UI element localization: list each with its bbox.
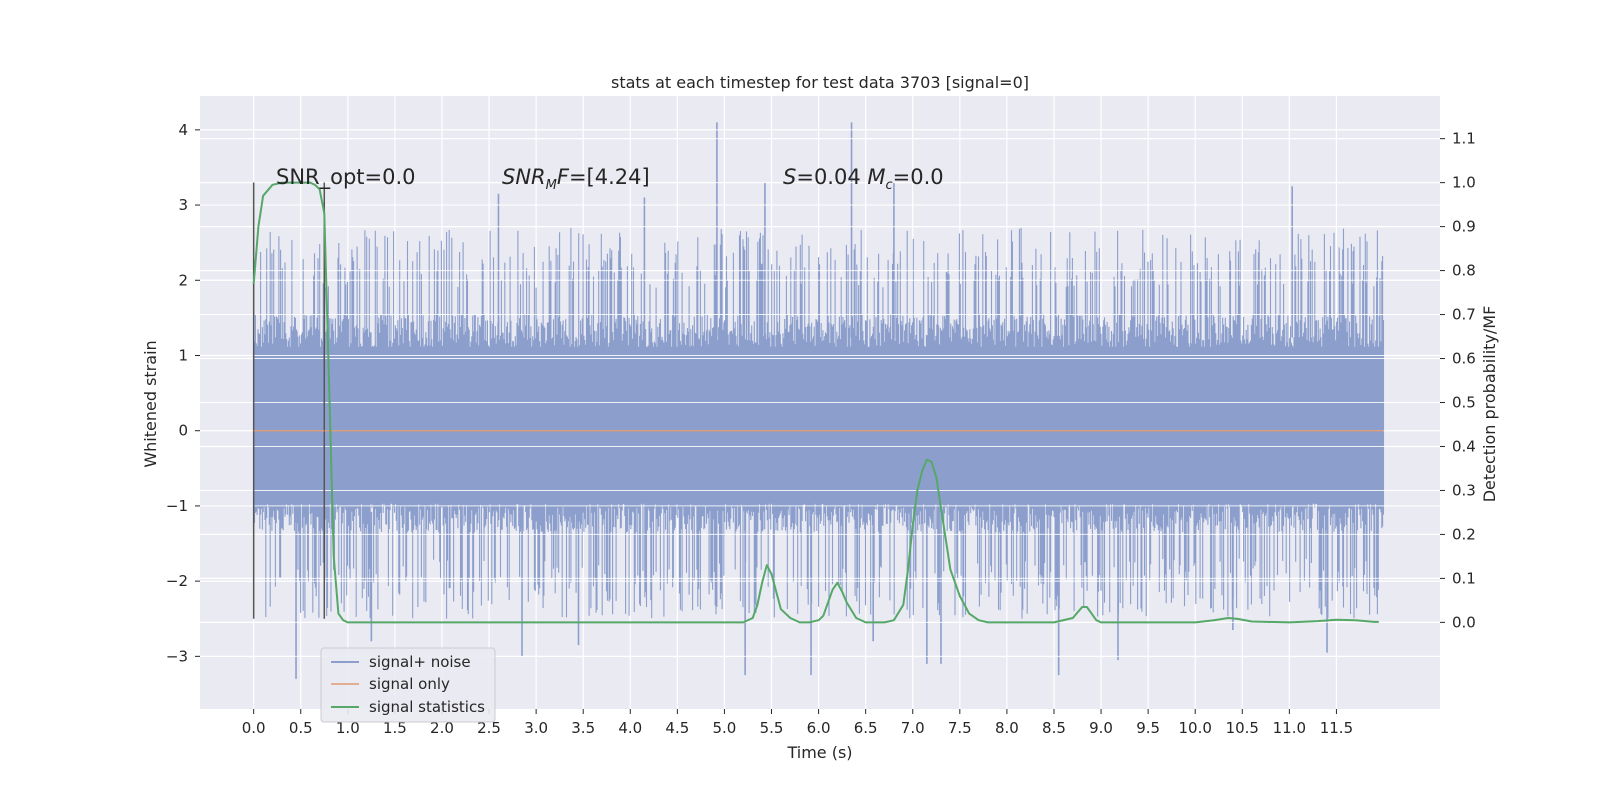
x-tick-label: 4.5 [665, 719, 689, 737]
x-tick-label: 7.5 [948, 719, 972, 737]
snr-opt-annotation: SNR_opt=0.0 [276, 165, 416, 190]
x-axis-label: Time (s) [786, 743, 852, 762]
legend: signal+ noise signal only signal statist… [320, 647, 496, 723]
x-tick-label: 0.0 [242, 719, 266, 737]
x-tick-label: 2.5 [477, 719, 501, 737]
x-tick-label: 1.5 [383, 719, 407, 737]
y-tick-label: 0 [178, 422, 188, 440]
marker-layer [252, 182, 326, 619]
y2-tick-label: 0.7 [1452, 306, 1476, 324]
y2-tick-label: 0.2 [1452, 525, 1476, 543]
x-tick-label: 5.5 [760, 719, 784, 737]
x-tick-label: 9.5 [1136, 719, 1160, 737]
x-tick-label: 8.5 [1042, 719, 1066, 737]
x-tick-label: 8.0 [995, 719, 1019, 737]
x-tick-label: 3.0 [524, 719, 548, 737]
stats-annotation: S=0.04 Mc=0.0 [783, 165, 944, 193]
x-tick-label: 3.5 [571, 719, 595, 737]
x-tick-label: 6.0 [807, 719, 831, 737]
y-tick-label: −2 [166, 572, 188, 590]
y2-tick-label: 0.0 [1452, 613, 1476, 631]
x-tick-label: 11.0 [1273, 719, 1306, 737]
y-tick-label: −1 [166, 497, 188, 515]
y2-tick-label: 0.9 [1452, 218, 1476, 236]
y-tick-label: 4 [178, 121, 188, 139]
y2-tick-label: 1.1 [1452, 130, 1476, 148]
x-tick-label: 0.5 [289, 719, 313, 737]
chart-title: stats at each timestep for test data 370… [611, 73, 1029, 92]
x-tick-label: 5.0 [713, 719, 737, 737]
x-tick-label: 11.5 [1320, 719, 1353, 737]
y-axis-label: Whitened strain [141, 340, 160, 467]
x-tick-label: 2.0 [430, 719, 454, 737]
legend-label-signal-only: signal only [369, 675, 450, 693]
x-tick-label: 10.0 [1178, 719, 1211, 737]
x-tick-label: 7.0 [901, 719, 925, 737]
y-tick-label: 2 [178, 271, 188, 289]
legend-label-signal-statistics: signal statistics [369, 698, 485, 716]
y-tick-label: −3 [166, 647, 188, 665]
y-tick-label: 3 [178, 196, 188, 214]
y2-tick-label: 0.1 [1452, 569, 1476, 587]
signal-noise-core [253, 346, 1384, 504]
legend-box [320, 647, 496, 723]
y2-tick-label: 0.3 [1452, 481, 1476, 499]
y2-tick-label: 1.0 [1452, 174, 1476, 192]
x-tick-label: 4.0 [618, 719, 642, 737]
legend-label-signal-noise: signal+ noise [369, 653, 471, 671]
x-tick-label: 1.0 [336, 719, 360, 737]
y2-tick-label: 0.6 [1452, 350, 1476, 368]
annotation-layer: SNR_opt=0.0 SNRMF=[4.24] S=0.04 Mc=0.0 [276, 165, 944, 193]
y2-tick-label: 0.8 [1452, 262, 1476, 280]
y-tick-label: 1 [178, 346, 188, 364]
tick-layer: 0.0 0.5 1.0 1.5 2.0 2.5 3.0 3.5 4.0 4.5 5.0 5.5 6.0 6… [166, 121, 1476, 737]
signal-statistics-line [252, 181, 1379, 624]
y2-tick-label: 0.4 [1452, 437, 1476, 455]
y2-axis-label: Detection probability/MF [1480, 306, 1499, 503]
noise-layer [200, 122, 1440, 679]
y2-tick-label: 0.5 [1452, 394, 1476, 412]
x-tick-label: 6.5 [854, 719, 878, 737]
snr-mf-annotation: SNRMF=[4.24] [502, 165, 650, 193]
line-layer [252, 181, 1384, 624]
x-tick-label: 10.5 [1226, 719, 1259, 737]
x-tick-label: 9.0 [1089, 719, 1113, 737]
